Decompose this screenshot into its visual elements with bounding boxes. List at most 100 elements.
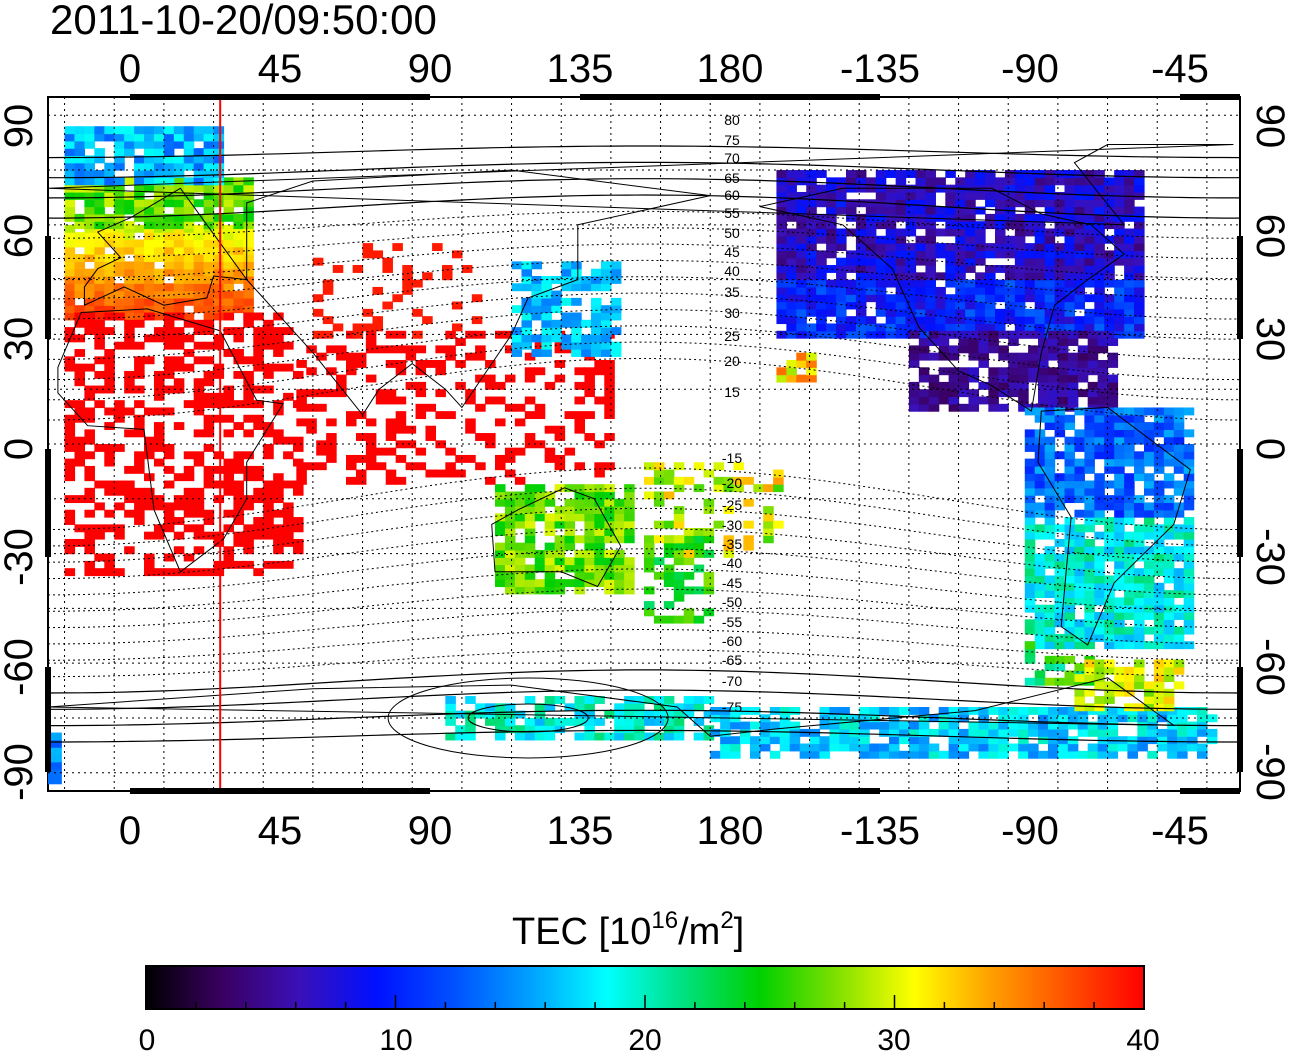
tec-cell [163, 509, 175, 518]
contour-line [48, 729, 1240, 743]
tec-cell [1173, 451, 1185, 460]
tec-cell [134, 509, 145, 518]
lon-top-tick: -135 [840, 47, 920, 91]
tec-cell [495, 717, 506, 726]
tec-cell [253, 349, 264, 357]
tec-cell [1163, 451, 1175, 460]
tec-cell [1114, 444, 1125, 452]
tec-cell [1038, 721, 1049, 730]
tec-cell [455, 359, 466, 368]
tec-cell [1104, 688, 1115, 697]
tec-cell [332, 265, 344, 273]
tec-cell [693, 535, 705, 544]
tec-cell [908, 743, 920, 752]
tec-cell [144, 451, 155, 460]
tec-cell [908, 396, 920, 405]
tec-cell [124, 177, 135, 186]
tec-cell [534, 403, 546, 412]
tec-cell [749, 721, 761, 730]
tec-cell [591, 341, 602, 350]
tec-cell [1018, 352, 1029, 361]
tec-cell [293, 436, 304, 445]
tec-cell [855, 330, 867, 339]
tec-cell [263, 370, 274, 379]
tec-cell [144, 334, 155, 343]
tec-cell [925, 228, 936, 237]
tec-cell [998, 345, 1009, 354]
tec-cell [402, 272, 413, 281]
tec-cell [104, 568, 115, 577]
tec-cell [918, 367, 930, 376]
tec-cell [193, 199, 205, 208]
tec-cell [985, 199, 996, 208]
tec-cell [885, 301, 897, 310]
tec-cell [1124, 301, 1135, 310]
tec-cell [74, 133, 86, 142]
tec-cell [1014, 177, 1026, 186]
tec-cell [193, 246, 205, 255]
tec-cell [1183, 597, 1195, 606]
tec-cell [1044, 480, 1056, 489]
tec-cell [1024, 531, 1036, 540]
tec-cell [604, 374, 615, 383]
tec-cell [243, 370, 254, 379]
tec-cell [1028, 345, 1039, 354]
tec-cell [1173, 487, 1185, 496]
tec-cell [753, 484, 764, 493]
tec-cell [859, 736, 870, 745]
tec-cell [1134, 429, 1145, 438]
tec-cell [144, 213, 155, 222]
tec-cell [1077, 750, 1089, 759]
tec-cell [1024, 575, 1036, 584]
tec-cell [948, 396, 960, 405]
tec-cell [465, 454, 476, 463]
tec-cell [352, 330, 364, 339]
tec-cell [574, 586, 585, 595]
tec-cell [1107, 359, 1119, 368]
tec-cell [163, 155, 175, 164]
tec-cell [283, 451, 294, 460]
tec-cell [958, 743, 970, 752]
tec-cell [144, 254, 155, 262]
tec-cell [521, 275, 533, 284]
tec-cell [604, 571, 615, 580]
tec-cell [465, 352, 476, 361]
tec-cell [743, 535, 754, 544]
tec-cell [644, 564, 655, 573]
tec-cell [1124, 633, 1135, 642]
tec-cell [1084, 641, 1095, 650]
tec-cell [1183, 619, 1195, 628]
tec-cell [94, 341, 105, 350]
tec-cell [253, 422, 264, 430]
tec-cell [816, 228, 827, 237]
tec-cell [203, 517, 215, 525]
tec-cell [64, 224, 76, 233]
tec-cell [955, 199, 966, 208]
tec-cell [541, 334, 552, 343]
tec-cell [1206, 736, 1218, 745]
tec-cell [153, 429, 165, 438]
tec-cell [826, 279, 837, 288]
tec-cell [574, 696, 585, 704]
tec-cell [213, 170, 225, 178]
tec-cell [1134, 257, 1145, 266]
tec-cell [395, 425, 407, 434]
tec-cell [475, 703, 486, 712]
tec-cell [879, 743, 890, 752]
tec-cell [955, 206, 966, 215]
tec-cell [1173, 681, 1185, 690]
tec-cell [806, 235, 817, 244]
tec-cell [173, 140, 185, 149]
tec-cell [183, 487, 195, 496]
tec-cell [455, 454, 466, 463]
tec-cell [693, 564, 705, 573]
tec-cell [1084, 458, 1095, 467]
tec-cell [958, 367, 970, 376]
tec-cell [875, 323, 887, 332]
tec-cell [693, 732, 705, 741]
colorbar-title-end: ] [734, 911, 745, 953]
tec-cell [845, 213, 857, 222]
tec-cell [845, 330, 857, 339]
tec-cell [84, 312, 95, 321]
tec-cell [955, 286, 966, 295]
